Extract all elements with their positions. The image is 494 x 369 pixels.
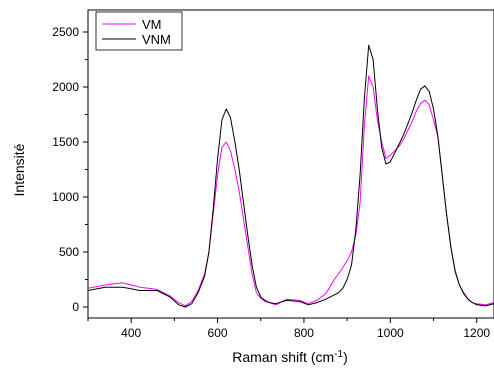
y-tick-label: 0: [72, 300, 79, 314]
legend-box: [95, 11, 183, 51]
x-tick-label: 1000: [377, 326, 404, 340]
y-tick-label: 1500: [52, 135, 79, 149]
axes-layer: 400 600 800 1000 1200 0 500 1000 1500 2000 2500: [52, 25, 490, 340]
series-layer: [87, 44, 494, 308]
legend-label: VM: [142, 17, 162, 32]
x-tick-label: 600: [208, 326, 228, 340]
series-line-vnm: [87, 44, 494, 308]
x-axis-title: Raman shift (cm-1): [232, 349, 348, 365]
x-tick-label: 400: [121, 326, 141, 340]
y-axis-title: Intensité: [11, 143, 27, 196]
x-tick-label: 1200: [463, 326, 490, 340]
x-tick-label: 800: [294, 326, 314, 340]
plot-area: [87, 9, 494, 319]
y-tick-label: 500: [59, 245, 79, 259]
plot-frame: [87, 9, 494, 319]
legend-label: VNM: [142, 32, 171, 47]
y-tick-label: 2000: [52, 80, 79, 94]
y-tick-label: 2500: [52, 25, 79, 39]
series-line-vm: [87, 75, 494, 307]
y-tick-label: 1000: [52, 190, 79, 204]
